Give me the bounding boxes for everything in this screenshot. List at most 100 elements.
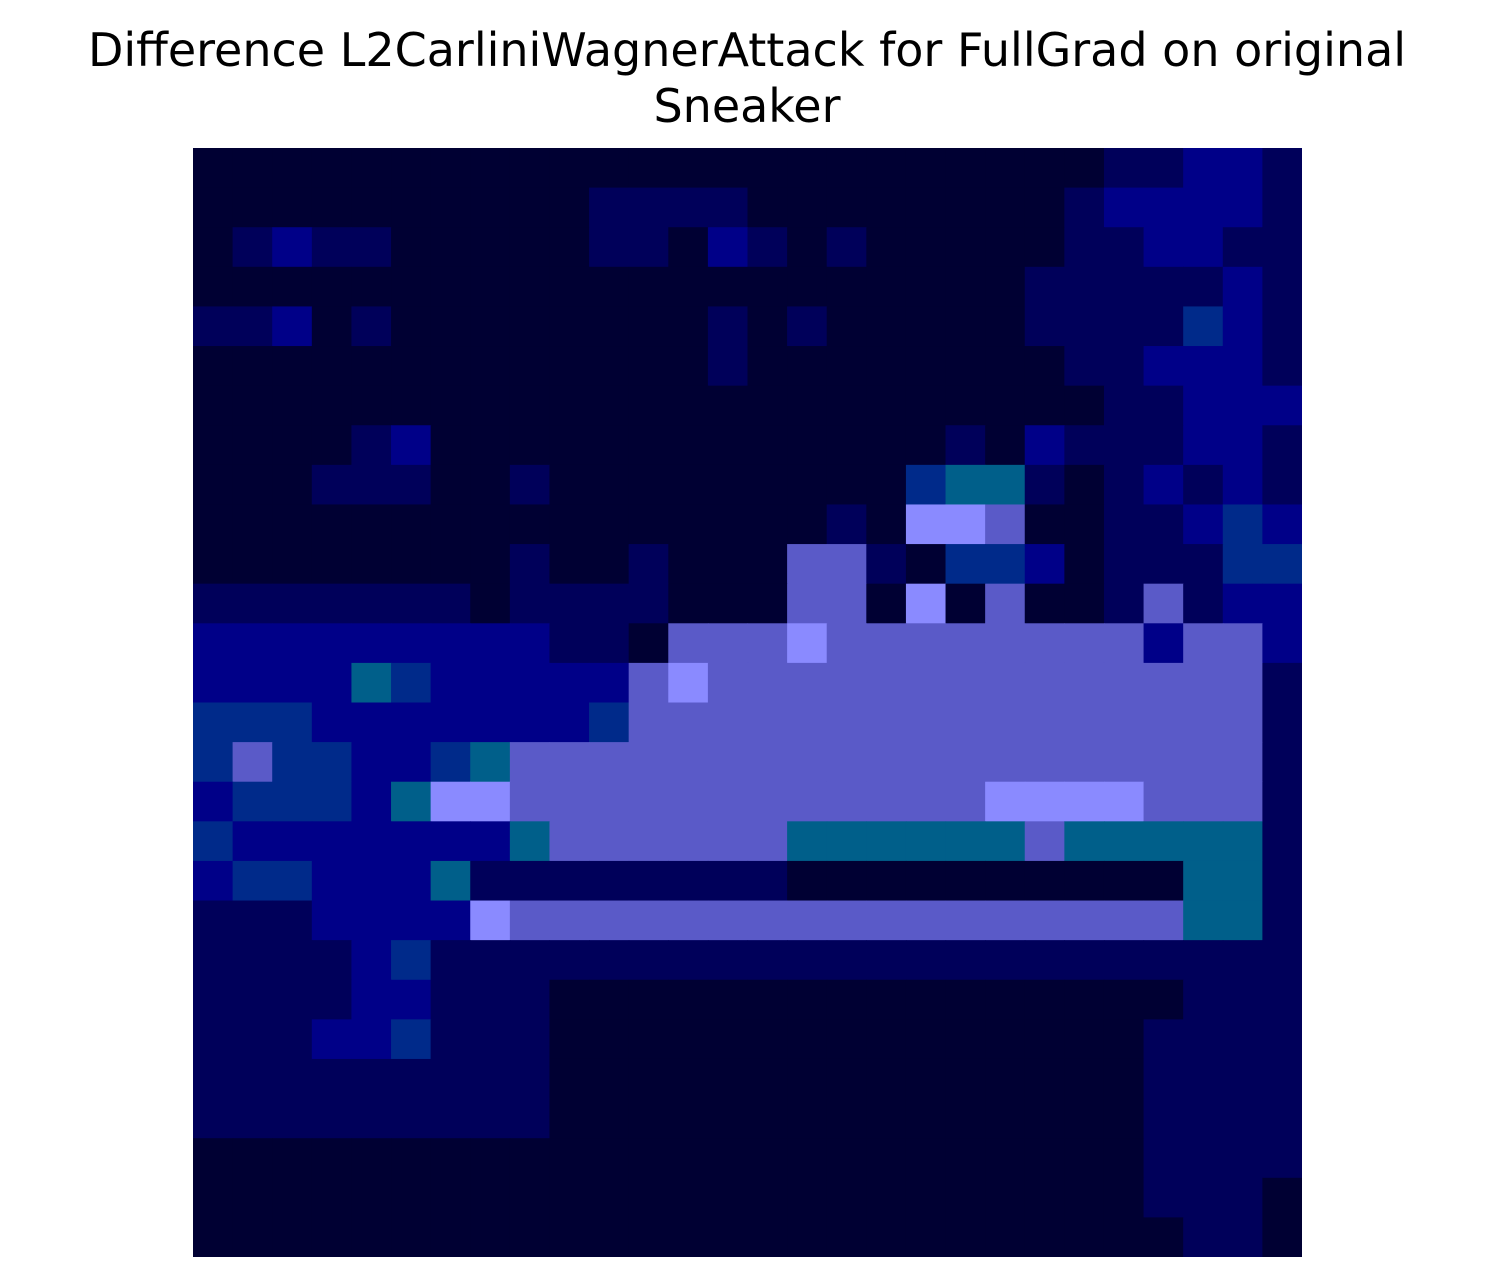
heatmap-cell	[470, 266, 511, 308]
heatmap-cell	[232, 1019, 273, 1060]
heatmap-cell	[430, 346, 471, 387]
heatmap-cell	[747, 1019, 788, 1060]
heatmap-cell	[826, 504, 867, 545]
heatmap-cell	[747, 1177, 788, 1218]
heatmap-cell	[985, 385, 1026, 426]
heatmap-cell	[430, 227, 471, 268]
heatmap-cell	[668, 940, 709, 981]
heatmap-cell	[351, 900, 392, 941]
heatmap-cell	[1103, 385, 1145, 426]
heatmap-cell	[1024, 940, 1065, 981]
heatmap-cell	[945, 464, 986, 506]
heatmap-cell	[707, 227, 749, 268]
heatmap-cell	[1143, 385, 1184, 426]
heatmap-cell	[272, 623, 313, 664]
heatmap-cell	[509, 385, 551, 426]
heatmap-cell	[232, 583, 273, 624]
heatmap-cell	[1222, 227, 1263, 268]
heatmap-cell	[1183, 742, 1224, 783]
heatmap-cell	[193, 1177, 234, 1218]
heatmap-cell	[549, 1019, 590, 1060]
heatmap-cell	[232, 148, 273, 189]
heatmap-cell	[787, 1177, 828, 1218]
heatmap-cell	[747, 583, 788, 624]
heatmap-cell	[1262, 1217, 1302, 1257]
heatmap-cell	[351, 860, 392, 902]
heatmap-cell	[747, 662, 788, 704]
heatmap-cell	[787, 464, 828, 506]
heatmap-cell	[1103, 346, 1145, 387]
heatmap-cell	[509, 821, 551, 862]
heatmap-cell	[945, 187, 986, 228]
heatmap-cell	[1064, 425, 1105, 466]
heatmap-cell	[1064, 266, 1105, 308]
heatmap-cell	[668, 1019, 709, 1060]
heatmap-cell	[549, 1217, 590, 1257]
heatmap-cell	[866, 266, 907, 308]
heatmap-cell	[668, 662, 709, 704]
heatmap-cell	[628, 940, 669, 981]
heatmap-cell	[1262, 979, 1302, 1020]
heatmap-cell	[1103, 860, 1145, 902]
heatmap-cell	[1064, 385, 1105, 426]
heatmap-cell	[866, 781, 907, 822]
heatmap-cell	[232, 940, 273, 981]
heatmap-cell	[866, 1177, 907, 1218]
heatmap-cell	[945, 662, 986, 704]
heatmap-cell	[193, 464, 234, 506]
heatmap-cell	[1222, 860, 1263, 902]
heatmap-cell	[787, 1019, 828, 1060]
heatmap-cell	[589, 227, 630, 268]
heatmap-cell	[193, 1138, 234, 1179]
heatmap-cell	[707, 1058, 749, 1100]
heatmap-cell	[470, 940, 511, 981]
heatmap-cell	[1103, 1177, 1145, 1218]
heatmap-cell	[470, 1177, 511, 1218]
heatmap-cell	[1143, 1138, 1184, 1179]
heatmap-cell	[668, 1177, 709, 1218]
heatmap-cell	[509, 781, 551, 822]
heatmap-cell	[391, 662, 432, 704]
heatmap-cell	[193, 346, 234, 387]
heatmap-cell	[1024, 1098, 1065, 1139]
heatmap-cell	[1262, 187, 1302, 228]
heatmap-cell	[272, 306, 313, 347]
heatmap-cell	[509, 1058, 551, 1100]
heatmap-cell	[589, 702, 630, 743]
heatmap-cell	[747, 860, 788, 902]
heatmap-cell	[351, 544, 392, 585]
heatmap-cell	[311, 860, 353, 902]
heatmap-cell	[232, 1138, 273, 1179]
heatmap-cell	[430, 464, 471, 506]
heatmap-cell	[1222, 346, 1263, 387]
heatmap-cell	[272, 781, 313, 822]
heatmap-cell	[272, 742, 313, 783]
heatmap-cell	[1064, 583, 1105, 624]
heatmap-cell	[628, 346, 669, 387]
heatmap-cell	[866, 385, 907, 426]
heatmap-cell	[1103, 742, 1145, 783]
heatmap-cell	[311, 148, 353, 189]
heatmap-cell	[1262, 1098, 1302, 1139]
heatmap-cell	[232, 425, 273, 466]
heatmap-cell	[430, 266, 471, 308]
heatmap-cell	[866, 464, 907, 506]
heatmap-cell	[747, 1098, 788, 1139]
heatmap-cell	[787, 860, 828, 902]
heatmap-cell	[668, 1098, 709, 1139]
heatmap-cell	[430, 900, 471, 941]
heatmap-cell	[1183, 781, 1224, 822]
heatmap-cell	[668, 227, 709, 268]
heatmap-cell	[668, 900, 709, 941]
heatmap-cell	[549, 1098, 590, 1139]
heatmap-cell	[1183, 1058, 1224, 1100]
heatmap-cell	[272, 187, 313, 228]
heatmap-cell	[628, 148, 669, 189]
heatmap-cell	[905, 702, 947, 743]
heatmap-cell	[866, 821, 907, 862]
heatmap-cell	[628, 662, 669, 704]
heatmap-cell	[1143, 464, 1184, 506]
heatmap-cell	[232, 266, 273, 308]
heatmap-cell	[391, 1058, 432, 1100]
heatmap-cell	[391, 266, 432, 308]
